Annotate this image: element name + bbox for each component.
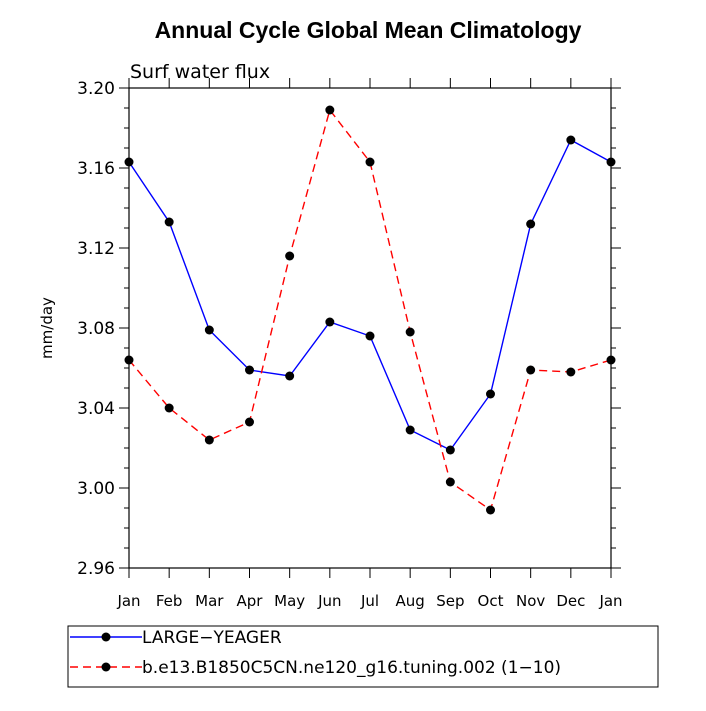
- data-point-series-0: [164, 217, 174, 227]
- y-tick-label: 3.12: [77, 239, 115, 259]
- data-point-series-1: [204, 435, 214, 445]
- y-axis-label: mm/day: [38, 297, 56, 359]
- data-point-series-1: [606, 355, 616, 365]
- data-point-series-1: [486, 505, 495, 515]
- data-point-series-0: [486, 389, 495, 399]
- data-point-series-1: [245, 417, 254, 427]
- data-point-series-0: [325, 317, 335, 327]
- y-tick-label: 3.08: [77, 319, 115, 339]
- legend-label-tuning: b.e13.B1850C5CN.ne120_g16.tuning.002 (1−…: [142, 658, 561, 678]
- x-tick-label: Sep: [436, 592, 464, 610]
- data-point-series-0: [124, 157, 134, 167]
- data-point-series-0: [606, 157, 616, 167]
- y-tick-label: 3.00: [77, 479, 115, 499]
- data-point-series-0: [204, 325, 214, 335]
- x-tick-label: Feb: [156, 592, 183, 610]
- data-point-series-0: [445, 445, 455, 455]
- y-tick-label: 3.04: [77, 399, 115, 419]
- y-tick-label: 2.96: [77, 559, 115, 579]
- x-tick-label: Oct: [478, 592, 504, 610]
- data-point-series-0: [245, 365, 254, 375]
- data-point-series-1: [124, 355, 134, 365]
- data-point-series-1: [285, 251, 295, 261]
- data-point-series-0: [285, 371, 295, 381]
- legend-box: [67, 625, 659, 688]
- data-point-series-1: [445, 477, 455, 487]
- chart-subtitle: Surf water flux: [130, 61, 270, 83]
- data-point-series-0: [526, 219, 536, 229]
- data-point-series-0: [566, 135, 576, 145]
- data-point-series-1: [164, 403, 174, 413]
- series-layer: [124, 105, 616, 515]
- legend-marker-tuning: [101, 662, 111, 672]
- axis-ticks: 2.96 3.00 3.04 3.08 3.12 3.16 3.20 Jan Feb Mar Apr…: [77, 78, 623, 610]
- x-tick-label: Nov: [516, 592, 545, 610]
- x-tick-label: May: [274, 592, 305, 610]
- x-tick-label: Jan: [598, 592, 622, 610]
- x-tick-label: Apr: [237, 592, 264, 610]
- legend-marker-large-yeager: [101, 632, 111, 642]
- x-tick-label: Jan: [116, 592, 140, 610]
- series-line-0: [128, 139, 612, 451]
- x-tick-label: Dec: [556, 592, 585, 610]
- y-tick-label: 3.16: [77, 159, 115, 179]
- data-point-series-1: [526, 365, 536, 375]
- x-tick-label: Mar: [195, 592, 224, 610]
- data-point-series-1: [405, 327, 415, 337]
- x-tick-label: Jun: [317, 592, 341, 610]
- data-point-series-1: [365, 157, 375, 167]
- data-point-series-1: [566, 367, 576, 377]
- x-tick-label: Aug: [396, 592, 425, 610]
- data-point-series-0: [365, 331, 375, 341]
- legend-label-large-yeager: LARGE−YEAGER: [142, 628, 282, 648]
- chart-title: Annual Cycle Global Mean Climatology: [155, 17, 582, 43]
- legend: LARGE−YEAGER b.e13.B1850C5CN.ne120_g16.t…: [67, 625, 659, 688]
- data-point-series-1: [325, 105, 335, 115]
- y-tick-label: 3.20: [77, 79, 115, 99]
- data-point-series-0: [405, 425, 415, 435]
- x-tick-label: Jul: [360, 592, 379, 610]
